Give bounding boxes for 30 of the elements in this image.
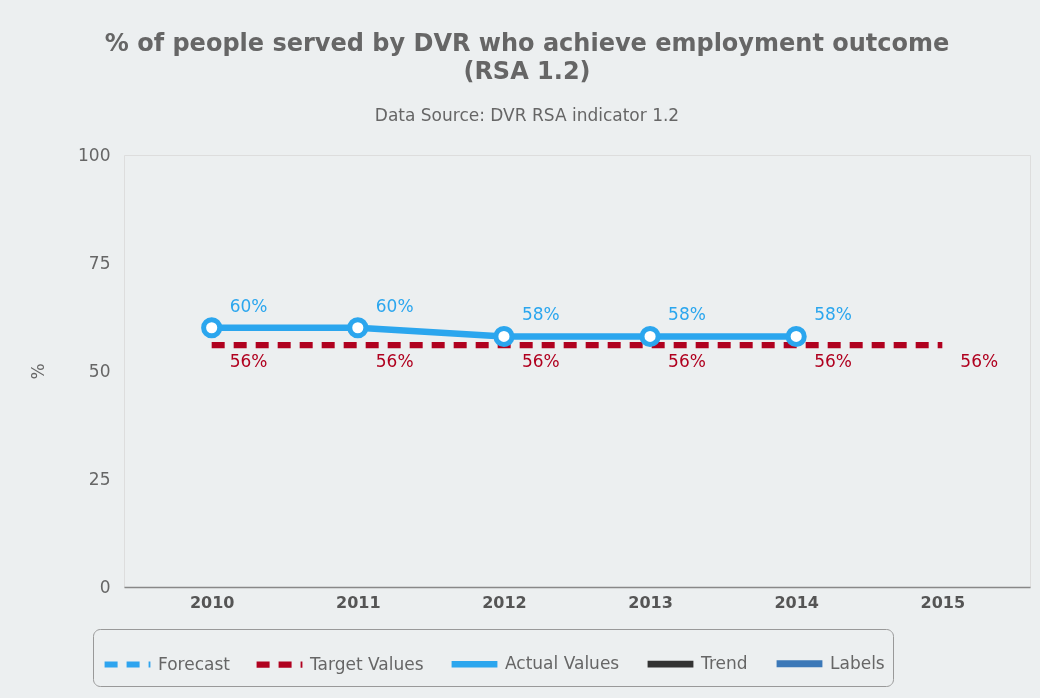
data-label: 60% — [375, 295, 414, 316]
chart-title: % of people served by DVR who achieve employment outcome (RSA 1.2) — [104, 29, 950, 85]
x-tick-label: 2013 — [628, 592, 673, 612]
x-tick-label: 2015 — [920, 592, 966, 612]
data-label: 56% — [375, 351, 414, 372]
legend-label: Labels — [830, 652, 885, 673]
data-label: 56% — [668, 351, 706, 372]
data-label: 58% — [668, 304, 706, 325]
data-label: 56% — [814, 351, 852, 372]
y-tick-label: 25 — [88, 468, 111, 489]
y-axis-title: % — [28, 363, 49, 380]
legend-label: Actual Values — [505, 653, 620, 674]
x-tick-label: 2010 — [189, 592, 235, 612]
x-tick-label: 2011 — [336, 592, 381, 612]
y-tick-label: 0 — [99, 576, 111, 597]
data-label: 58% — [521, 304, 560, 325]
legend-label: Target Values — [309, 653, 424, 674]
y-tick-label: 75 — [88, 252, 111, 273]
x-tick-label: 2014 — [774, 592, 819, 612]
legend-label: Forecast — [158, 653, 231, 674]
data-label: 56% — [521, 351, 560, 372]
y-tick-label: 50 — [88, 360, 111, 381]
y-tick-label: 100 — [78, 144, 111, 165]
x-tick-label: 2012 — [482, 592, 527, 612]
data-label: 56% — [960, 351, 999, 372]
data-label: 56% — [229, 351, 268, 372]
data-label: 58% — [814, 304, 852, 325]
chart-subtitle: Data Source: DVR RSA indicator 1.2 — [374, 105, 680, 125]
legend-label: Trend — [700, 653, 748, 673]
data-label: 60% — [229, 295, 268, 316]
